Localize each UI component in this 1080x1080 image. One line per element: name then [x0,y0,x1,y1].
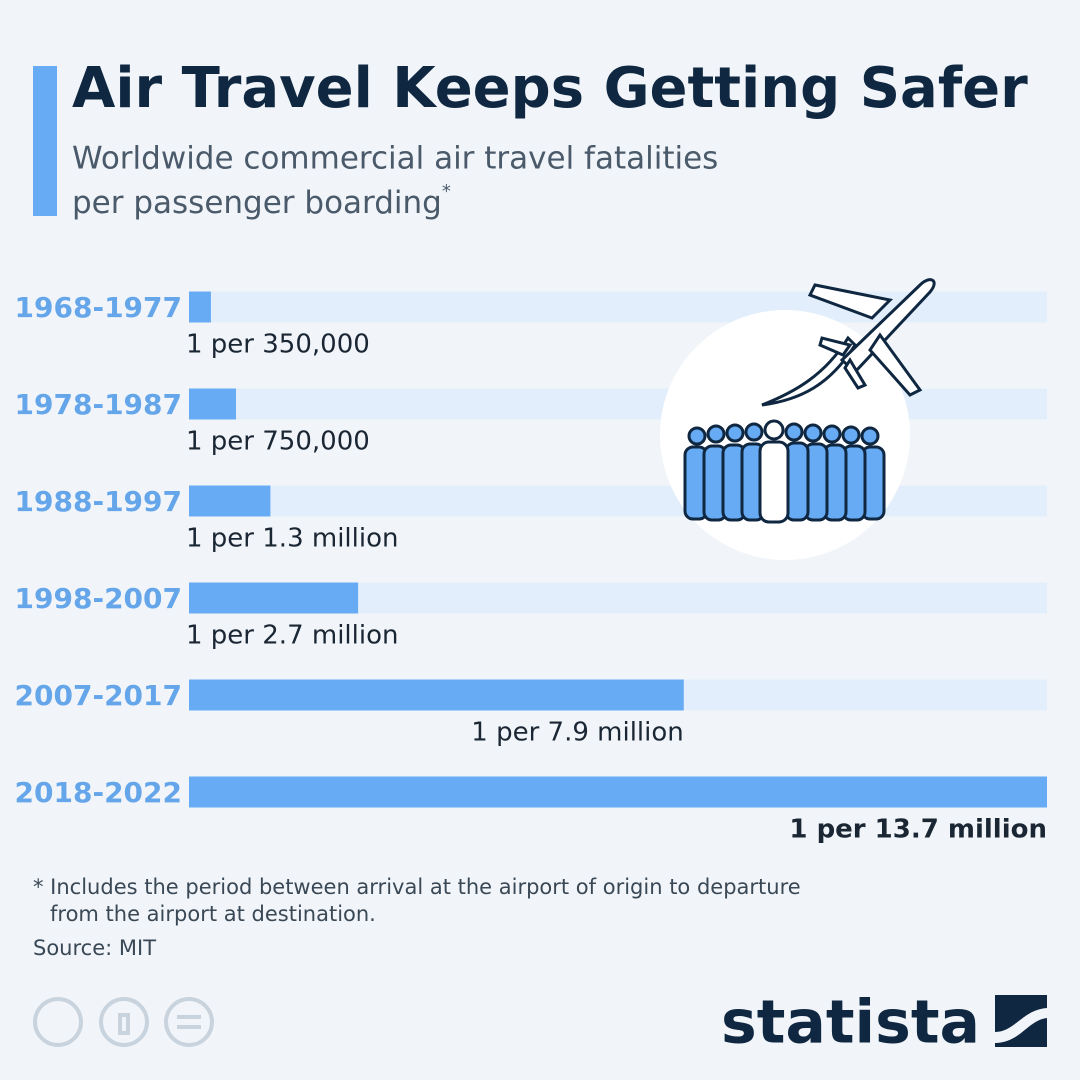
illustration [660,278,936,560]
footnote: from the airport at destination. [50,902,376,926]
category-label: 2007-2017 [15,679,182,712]
bar [189,582,359,614]
subtitle-mark: * [442,181,451,202]
value-label: 1 per 750,000 [186,427,370,457]
category-label: 1968-1977 [15,291,182,324]
category-label: 1988-1997 [15,485,182,518]
bar [189,485,271,517]
subtitle: Worldwide commercial air travel fataliti… [72,141,718,177]
title-accent [33,66,57,216]
value-label: 1 per 2.7 million [186,621,398,651]
value-label: 1 per 7.9 million [471,718,683,748]
subtitle: per passenger boarding* [72,181,451,221]
bar [189,776,1047,808]
subtitle-line: per passenger boarding [72,185,442,221]
value-label: 1 per 13.7 million [789,815,1047,845]
value-label: 1 per 1.3 million [186,524,398,554]
bar [189,291,211,323]
chart-title: Air Travel Keeps Getting Safer [72,56,1028,121]
plane-body [839,278,936,375]
category-label: 1978-1987 [15,388,182,421]
bar [189,388,236,420]
category-label: 1998-2007 [15,582,182,615]
license-icons [33,997,214,1047]
people [683,419,886,524]
bar [189,679,684,711]
source: Source: MIT [33,936,156,960]
brand-icon [995,995,1047,1047]
bar-track [189,388,1047,420]
category-label: 2018-2022 [15,776,182,809]
brand: statista [721,988,980,1058]
value-label: 1 per 350,000 [186,330,370,360]
footnote: * Includes the period between arrival at… [33,875,801,899]
bar-track [189,485,1047,517]
plane-wings [807,283,923,397]
